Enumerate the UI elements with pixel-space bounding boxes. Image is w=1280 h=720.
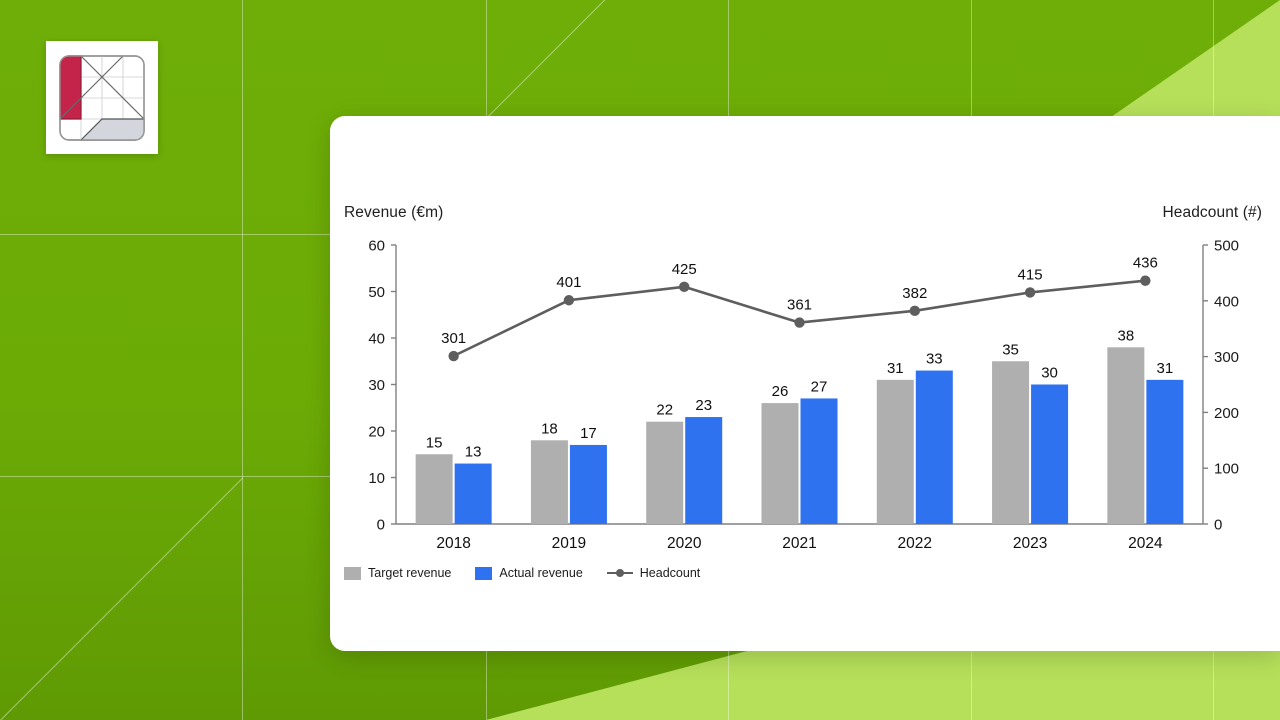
legend-label-headcount: Headcount	[639, 566, 701, 580]
svg-text:400: 400	[1214, 293, 1239, 310]
svg-text:500: 500	[1214, 238, 1239, 255]
spreadsheet-logo-icon	[59, 54, 145, 141]
svg-text:0: 0	[377, 517, 385, 534]
svg-text:40: 40	[368, 331, 385, 348]
svg-text:30: 30	[1041, 365, 1058, 382]
svg-text:361: 361	[787, 297, 812, 314]
bar	[569, 444, 607, 524]
right-axis-title: Headcount (#)	[1162, 204, 1262, 221]
svg-text:26: 26	[772, 383, 789, 400]
svg-text:0: 0	[1214, 517, 1222, 534]
svg-text:18: 18	[541, 420, 558, 437]
svg-text:23: 23	[695, 397, 712, 414]
headcount-point	[448, 350, 459, 362]
app-logo	[46, 41, 158, 154]
svg-text:2018: 2018	[436, 535, 470, 552]
bar	[876, 379, 914, 524]
svg-text:15: 15	[426, 434, 443, 451]
background-gridline-vertical	[242, 0, 243, 720]
svg-text:382: 382	[902, 285, 927, 302]
bar	[761, 403, 799, 524]
bar	[915, 370, 953, 524]
svg-text:100: 100	[1214, 461, 1239, 478]
bar	[646, 421, 684, 524]
svg-text:2019: 2019	[552, 535, 586, 552]
legend-item-headcount[interactable]: Headcount	[606, 566, 701, 580]
headcount-point	[679, 281, 690, 293]
headcount-point	[1024, 287, 1036, 298]
svg-text:35: 35	[1002, 341, 1019, 358]
svg-text:31: 31	[1157, 360, 1174, 377]
svg-text:33: 33	[926, 351, 943, 368]
legend-marker-headcount	[606, 567, 633, 580]
headcount-point	[563, 295, 575, 306]
svg-text:13: 13	[465, 444, 482, 461]
left-axis-title: Revenue (€m)	[344, 204, 444, 221]
svg-text:415: 415	[1018, 266, 1043, 283]
svg-text:425: 425	[672, 261, 697, 278]
svg-text:436: 436	[1133, 255, 1158, 272]
legend-swatch-target-revenue	[344, 566, 361, 580]
bar	[1107, 347, 1145, 524]
svg-text:2020: 2020	[667, 535, 702, 552]
svg-text:301: 301	[441, 330, 466, 347]
svg-text:60: 60	[368, 238, 385, 255]
svg-text:200: 200	[1214, 405, 1239, 422]
legend-label-actual-revenue: Actual revenue	[499, 566, 583, 580]
svg-text:31: 31	[887, 360, 904, 377]
svg-text:2024: 2024	[1128, 535, 1163, 552]
headcount-point	[1140, 275, 1151, 286]
bar	[1031, 384, 1069, 524]
bar	[454, 463, 492, 524]
headcount-point	[794, 317, 805, 328]
chart-card: Revenue (€m) Headcount (#) 0 10 20 30 40 50 60…	[330, 116, 1280, 651]
headcount-point	[909, 305, 920, 317]
svg-text:10: 10	[368, 470, 385, 487]
bar	[992, 361, 1030, 524]
svg-text:2023: 2023	[1013, 535, 1047, 552]
bar	[800, 398, 838, 524]
svg-text:22: 22	[656, 402, 673, 419]
svg-text:38: 38	[1118, 327, 1135, 344]
legend-swatch-actual-revenue	[475, 566, 493, 580]
combo-chart: 0 10 20 30 40 50 60 0 100 200 300 400 500 2018 2019 202…	[368, 238, 1239, 553]
chart-legend: Target revenue Actual revenue Headcount	[344, 566, 700, 580]
bar	[1146, 379, 1184, 524]
svg-text:401: 401	[556, 274, 581, 291]
bar	[685, 417, 723, 524]
svg-text:50: 50	[368, 284, 385, 301]
legend-label-target-revenue: Target revenue	[368, 566, 452, 580]
svg-text:2022: 2022	[898, 535, 932, 552]
bar	[415, 454, 453, 524]
svg-text:27: 27	[811, 378, 828, 395]
svg-text:300: 300	[1214, 349, 1239, 366]
svg-text:20: 20	[368, 424, 385, 441]
svg-text:2021: 2021	[782, 535, 816, 552]
svg-text:30: 30	[368, 377, 385, 394]
legend-item-actual-revenue[interactable]: Actual revenue	[475, 566, 583, 580]
svg-text:17: 17	[580, 425, 597, 442]
legend-item-target-revenue[interactable]: Target revenue	[344, 566, 451, 580]
bar	[530, 440, 568, 524]
